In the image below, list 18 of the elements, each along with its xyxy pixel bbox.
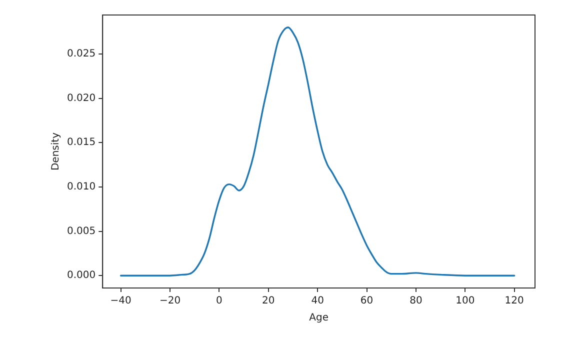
x-tick-label: 20 [262, 296, 275, 307]
y-tick-label: 0.015 [66, 137, 96, 148]
x-tick-label: 120 [504, 296, 524, 307]
y-tick-label: 0.000 [66, 270, 96, 282]
x-tick-label: 80 [410, 296, 422, 307]
x-axis-title: Age [309, 312, 328, 324]
x-tick-label: 60 [360, 296, 374, 307]
x-tick-label: 0 [216, 296, 222, 307]
y-tick-label: 0.020 [66, 92, 96, 104]
y-axis-title: Density [50, 132, 62, 171]
x-tick-label: −40 [110, 296, 132, 307]
x-tick-label: 100 [456, 296, 475, 307]
y-tick-label: 0.010 [66, 182, 96, 193]
line-series [120, 26, 516, 276]
x-tick-label: −20 [159, 296, 181, 307]
x-tick-label: 40 [311, 296, 324, 307]
y-tick-label: 0.005 [66, 226, 96, 237]
y-tick-label: 0.025 [66, 48, 96, 60]
